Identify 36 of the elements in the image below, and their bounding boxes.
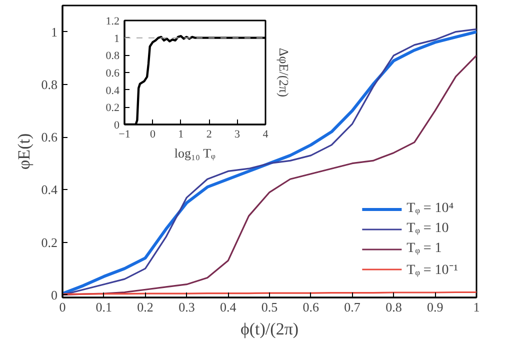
x-tick-label: 0.7 <box>344 300 361 314</box>
x-tick-label: 0.1 <box>96 300 112 314</box>
y-tick-label: 0.4 <box>41 182 58 198</box>
x-tick-label: 4 <box>262 128 269 140</box>
y-tick-label: 0.8 <box>106 50 120 62</box>
x-tick-label: 0 <box>150 128 156 140</box>
y-tick-label: 0 <box>114 120 120 132</box>
y-tick-label: 1.2 <box>106 16 120 28</box>
x-tick-label: 0.5 <box>261 300 278 314</box>
x-tick-label: 0.4 <box>220 300 237 314</box>
y-tick-label: 1 <box>114 32 120 45</box>
y-tick-label: 0.2 <box>106 102 120 114</box>
x-tick-label: 0.3 <box>178 300 195 314</box>
x-tick-label: 0.8 <box>386 300 402 314</box>
y-axis-title: φE(t) <box>14 133 34 170</box>
x-tick-label: 0.6 <box>302 300 320 314</box>
legend-label: Tᵩ = 10⁴ <box>406 201 454 217</box>
y-tick-label: 1 <box>51 24 58 40</box>
y2-axis-title: ΔφE/(2π) <box>276 48 292 98</box>
x-tick-label: 1 <box>473 300 480 314</box>
legend-label: Tᵩ = 10⁻¹ <box>406 262 458 279</box>
x-tick-label: −1 <box>118 128 130 140</box>
y-tick-label: 0 <box>51 287 58 302</box>
y-tick-label: 0.4 <box>106 84 120 97</box>
y-tick-label: 0.2 <box>41 234 58 250</box>
x-axis-title: log₁₀ Tᵩ <box>174 146 216 160</box>
y-tick-label: 0.8 <box>41 76 58 92</box>
y-tick-label: 0.6 <box>106 68 120 80</box>
x-tick-label: 2 <box>206 128 212 140</box>
x-tick-label: 3 <box>234 128 241 140</box>
x-axis-title: ϕ(t)/(2π) <box>240 320 299 338</box>
x-tick-label: 0.2 <box>137 300 154 314</box>
x-tick-label: 1 <box>178 128 184 140</box>
x-tick-label: 0.9 <box>426 300 444 314</box>
legend-label: Tᵩ = 1 <box>406 241 442 257</box>
legend-label: Tᵩ = 10 <box>406 221 449 237</box>
